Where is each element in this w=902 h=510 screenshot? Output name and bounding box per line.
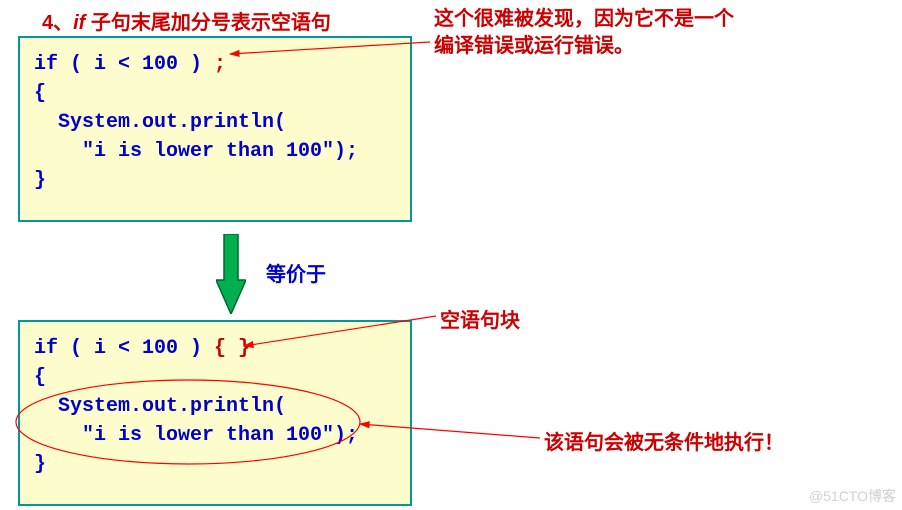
code-line: if ( i < 100 ) ; <box>34 50 396 79</box>
code-line: System.out.println( <box>34 392 396 421</box>
code-token-blue: "i is lower than 100"); <box>34 424 358 447</box>
comment-right-line1: 这个很难被发现，因为它不是一个 <box>434 6 734 33</box>
comment-right-line2: 编译错误或运行错误。 <box>434 33 734 60</box>
equiv-label: 等价于 <box>266 258 326 287</box>
code-line: { <box>34 363 396 392</box>
code-line: "i is lower than 100"); <box>34 137 396 166</box>
code-line: { <box>34 79 396 108</box>
code-token-blue: "i is lower than 100"); <box>34 140 358 163</box>
code-token-blue: System.out.println( <box>34 395 286 418</box>
code-token-blue: System.out.println( <box>34 111 286 134</box>
title-number: 4、 <box>42 12 73 34</box>
code-token-blue: { <box>34 82 46 105</box>
code-line: } <box>34 450 396 479</box>
annot-empty-block: 空语句块 <box>440 304 520 333</box>
code-line: } <box>34 166 396 195</box>
code-token-red: ; <box>214 53 226 76</box>
code-token-blue: if ( i < 100 ) <box>34 337 214 360</box>
title-keyword: if <box>73 12 85 34</box>
annot-unconditional: 该语句会被无条件地执行！ <box>544 426 784 455</box>
code-token-blue: } <box>34 453 46 476</box>
title-rest: 子句末尾加分号表示空语句 <box>85 12 331 34</box>
code-token-blue: { <box>34 366 46 389</box>
code-box-1: if ( i < 100 ) ; { System.out.println( "i… <box>18 36 412 222</box>
arrow-down-icon <box>216 234 246 314</box>
code-token-blue: } <box>34 169 46 192</box>
code-line: System.out.println( <box>34 108 396 137</box>
code-line: if ( i < 100 ) { } <box>34 334 396 363</box>
watermark: @51CTO博客 <box>809 486 896 506</box>
comment-right: 这个很难被发现，因为它不是一个 编译错误或运行错误。 <box>434 6 734 60</box>
section-title: 4、if 子句末尾加分号表示空语句 <box>42 6 331 35</box>
code-box-2: if ( i < 100 ) { }{ System.out.println( … <box>18 320 412 506</box>
equiv-arrow <box>216 234 246 314</box>
code-line: "i is lower than 100"); <box>34 421 396 450</box>
code-token-blue: if ( i < 100 ) <box>34 53 214 76</box>
code-token-red: { } <box>214 337 250 360</box>
